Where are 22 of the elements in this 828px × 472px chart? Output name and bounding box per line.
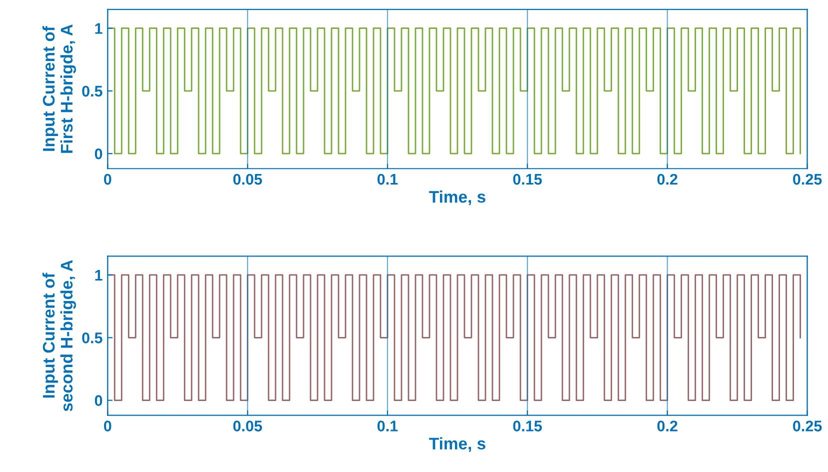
x-tick-label: 0.2 (657, 420, 678, 432)
x-tick-label: 0.1 (377, 174, 398, 185)
y-tick-label: 0 (94, 395, 102, 406)
y-tick-label: 0.5 (82, 86, 102, 97)
x-tick-label: 0.05 (233, 174, 262, 185)
y-axis-title: Input Current of First H-brigde, A (42, 24, 76, 153)
y-tick-label: 1 (95, 270, 102, 281)
y-axis-title: Input Current of second H-brigde, A (42, 260, 76, 412)
x-tick-label: 0.05 (233, 420, 262, 432)
x-tick-label: 0.2 (657, 174, 678, 185)
x-axis-title: Time, s (429, 190, 486, 206)
x-tick-label: 0 (104, 420, 112, 432)
x-axis-title: Time, s (429, 437, 486, 452)
y-tick-label: 0.5 (82, 332, 102, 344)
y-tick-label: 1 (95, 23, 102, 34)
x-tick-label: 0.15 (513, 420, 542, 432)
y-tick-label: 0 (94, 148, 102, 160)
x-tick-label: 0.15 (513, 174, 542, 185)
x-tick-label: 0.1 (377, 420, 398, 432)
x-tick-label: 0.25 (793, 420, 822, 432)
x-tick-label: 0.25 (793, 174, 822, 185)
x-tick-label: 0 (104, 174, 112, 185)
